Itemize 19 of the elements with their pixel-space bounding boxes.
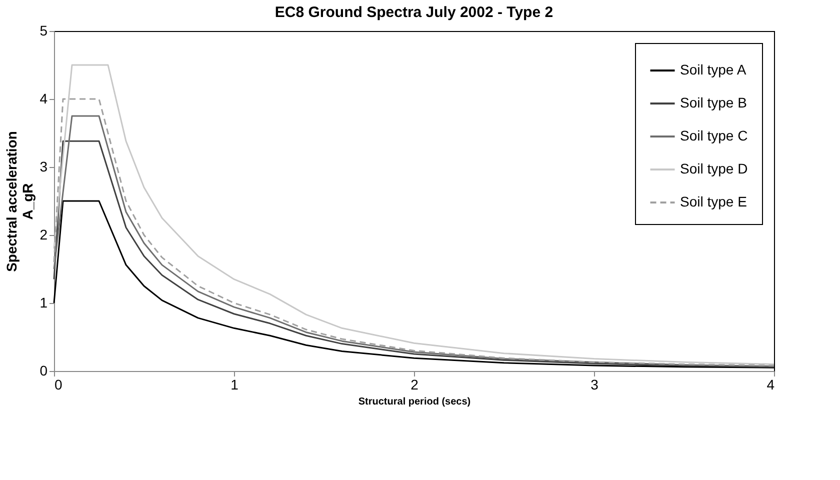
legend-label: Soil type A [680, 62, 747, 78]
y-tick-label: 0 [40, 362, 48, 378]
legend-label: Soil type C [680, 128, 748, 144]
chart-title: EC8 Ground Spectra July 2002 - Type 2 [274, 4, 554, 21]
y-tick-label: 3 [40, 158, 48, 174]
y-tick-label: 2 [40, 226, 48, 242]
x-axis-title: Structural period (secs) [358, 396, 471, 408]
legend-label: Soil type B [680, 94, 747, 110]
y-tick-label: 5 [40, 22, 48, 38]
legend-label: Soil type D [680, 160, 748, 176]
legend-label: Soil type E [680, 194, 747, 210]
y-tick-label: 4 [40, 90, 48, 106]
x-tick-label: 2 [410, 376, 419, 392]
y-axis-title: Spectral acceleration A_gR [4, 131, 36, 272]
x-tick-label: 1 [230, 376, 239, 392]
y-tick-label: 1 [40, 294, 48, 310]
x-tick-label: 0 [54, 376, 62, 392]
x-tick-label: 3 [590, 376, 599, 392]
x-tick-label: 4 [766, 376, 775, 392]
